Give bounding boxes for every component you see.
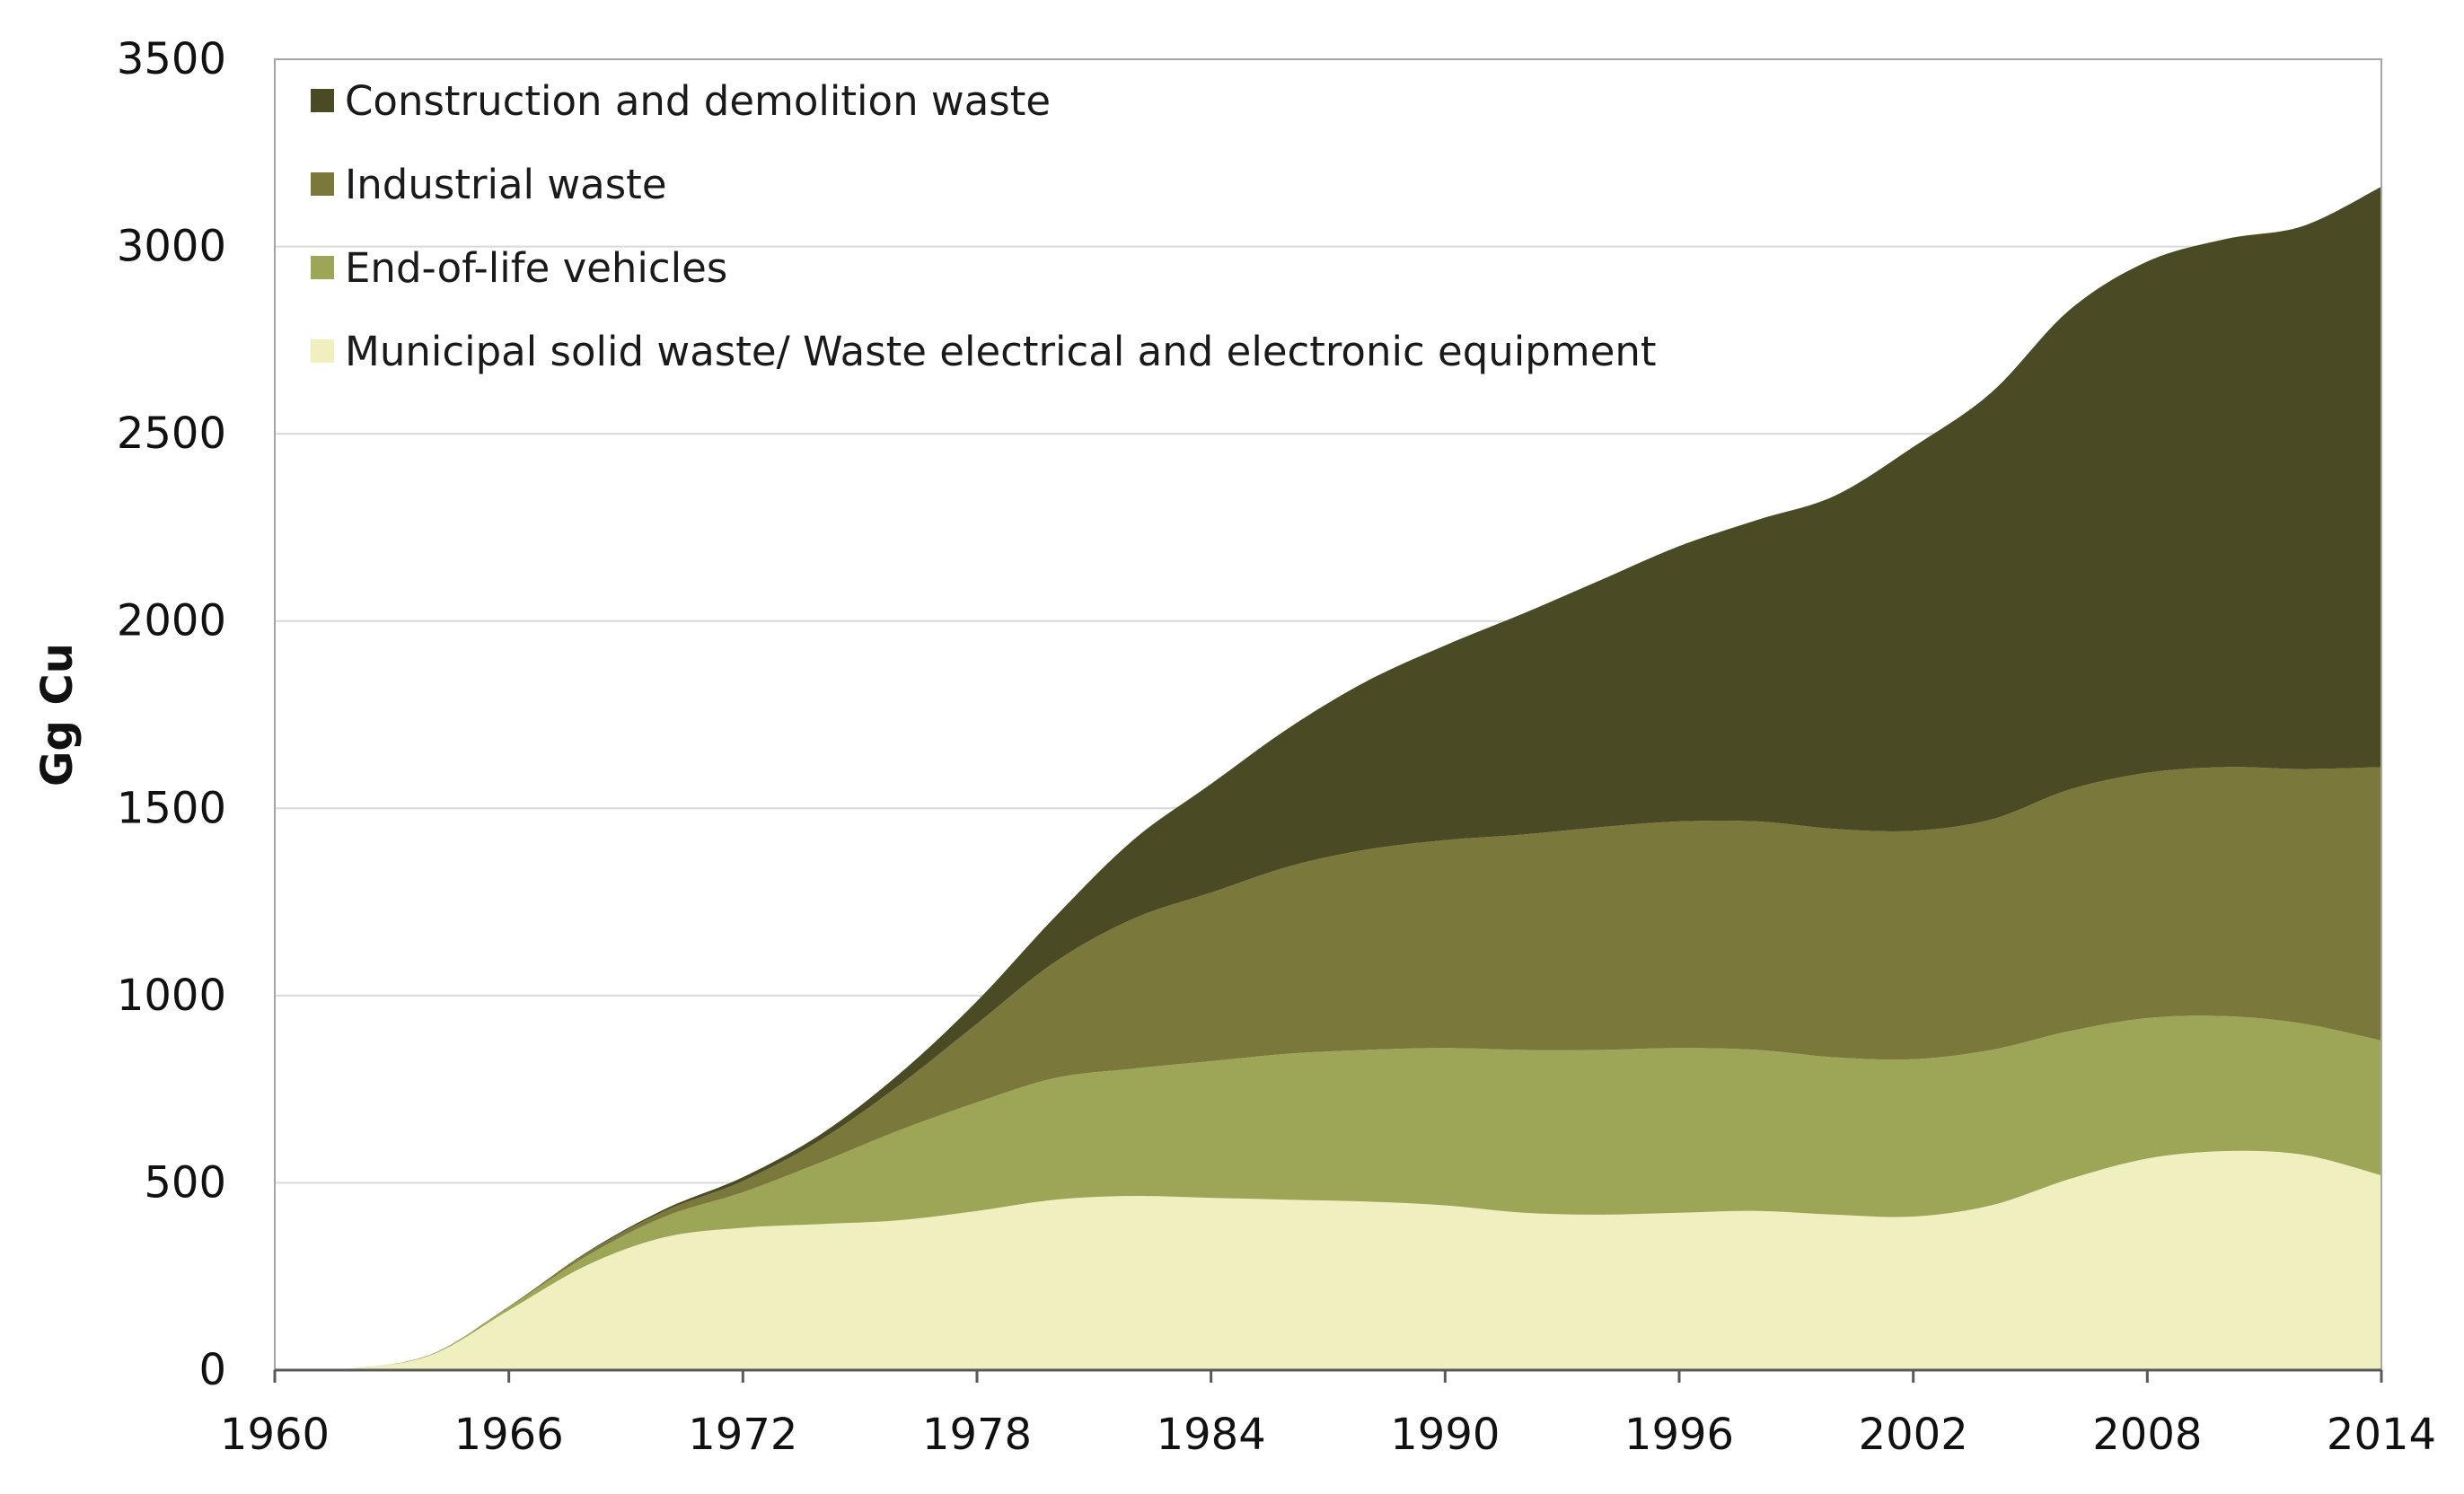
x-tick-label: 1984 [1157,1410,1266,1460]
legend-label: Municipal solid waste/ Waste electrical … [345,328,1657,375]
y-tick-label: 0 [198,1345,226,1395]
y-tick-label: 1500 [117,783,226,833]
y-tick-label: 3500 [117,34,226,84]
area-series-3 [275,767,2381,1370]
area-series-2 [275,1015,2381,1370]
y-tick-label: 3000 [117,222,226,272]
legend-swatch [311,89,334,112]
x-tick-label: 1978 [922,1410,1032,1460]
area-series-4 [275,186,2381,1370]
y-tick-label: 2500 [117,409,226,459]
x-tick-label: 1972 [688,1410,797,1460]
x-tick-label: 1960 [220,1410,330,1460]
legend-swatch [311,172,334,196]
y-tick-label: 1000 [117,971,226,1021]
area-series-1 [275,1150,2381,1370]
x-tick-label: 1966 [454,1410,564,1460]
y-tick-label: 500 [144,1157,226,1208]
legend-swatch [311,256,334,279]
legend-swatch [311,339,334,363]
stacked-areas [275,186,2381,1370]
y-tick-label: 2000 [117,596,226,646]
legend-label: Construction and demolition waste [345,77,1051,125]
x-tick-label: 2002 [1859,1410,1968,1460]
x-tick-label: 2008 [2092,1410,2202,1460]
legend: Construction and demolition waste Industr… [311,77,1657,375]
legend-label: Industrial waste [345,161,667,208]
x-tick-label: 1990 [1390,1410,1500,1460]
x-tick-label: 1996 [1624,1410,1734,1460]
x-tick-label: 2014 [2327,1410,2436,1460]
legend-label: End-of-life vehicles [345,244,727,292]
y-axis-title: Gg Cu [32,643,83,787]
axes: 0 500 1000 1500 2000 2500 3000 3500 1960 1966 1972… [117,34,2436,1460]
